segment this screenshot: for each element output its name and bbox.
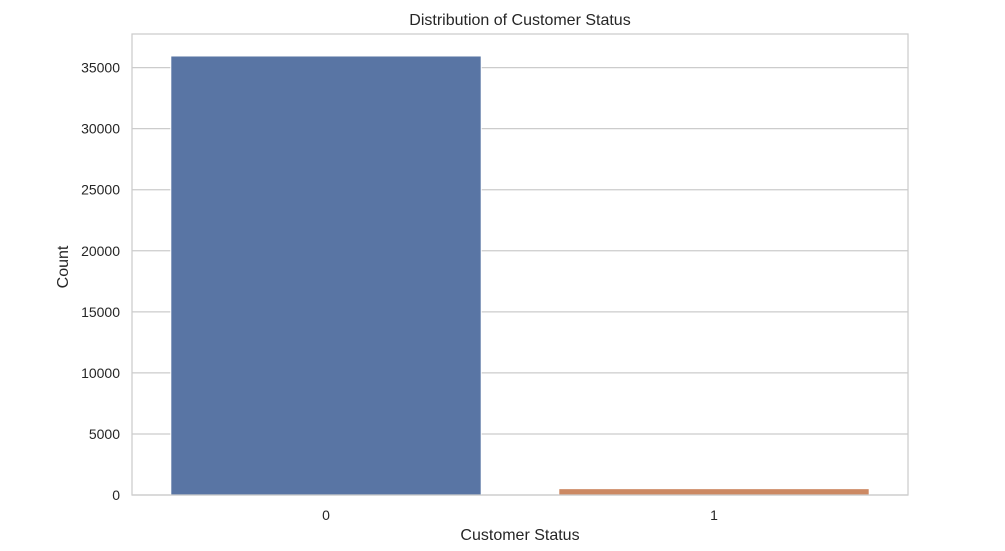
y-tick-label: 35000 <box>81 60 120 76</box>
y-tick-label: 5000 <box>89 426 120 442</box>
y-tick-label: 20000 <box>81 243 120 259</box>
y-tick-label: 25000 <box>81 182 120 198</box>
bars <box>170 55 870 496</box>
y-tick-label: 10000 <box>81 365 120 381</box>
y-tick-label: 0 <box>112 487 120 503</box>
bar-1 <box>558 488 870 496</box>
chart-title: Distribution of Customer Status <box>409 12 630 29</box>
bar-0 <box>170 55 482 496</box>
x-axis-label: Customer Status <box>460 527 579 544</box>
x-tick-label: 1 <box>710 507 718 523</box>
x-tick-label: 0 <box>322 507 330 523</box>
y-axis-label: Count <box>55 245 72 288</box>
y-tick-label: 15000 <box>81 304 120 320</box>
y-tick-label: 30000 <box>81 121 120 137</box>
y-tick-labels: 0 5000 10000 15000 20000 25000 30000 35000 <box>81 60 120 503</box>
plot-frame <box>131 33 909 496</box>
